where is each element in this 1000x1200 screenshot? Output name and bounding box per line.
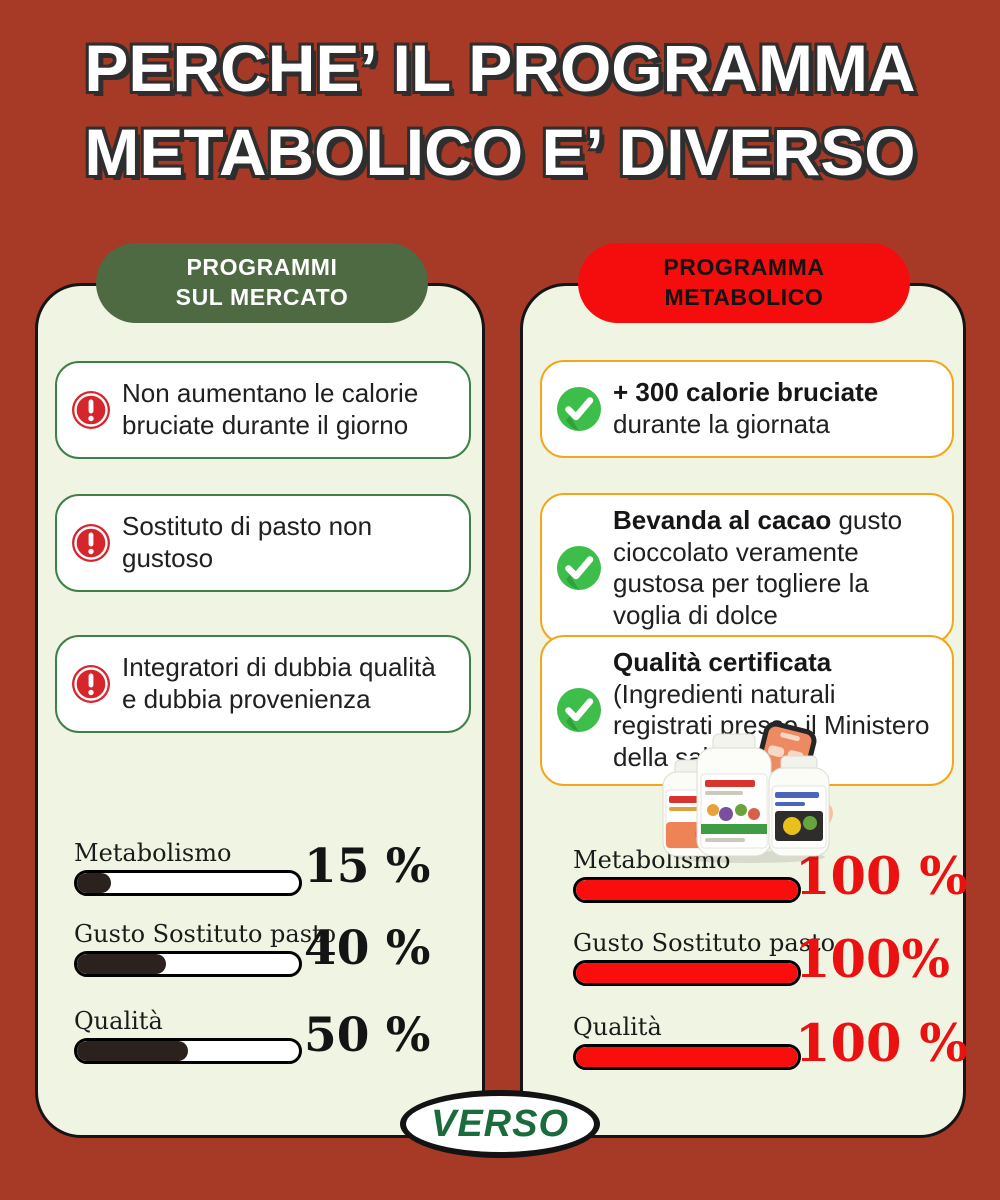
stat-value: 15 %	[304, 839, 431, 894]
supplement-bottle-right	[768, 755, 830, 857]
warning-icon	[71, 664, 111, 704]
stat-bar-fill	[576, 880, 798, 900]
left-header-pill: PROGRAMMI SUL MERCATO	[96, 243, 428, 323]
check-icon	[556, 386, 602, 432]
stat-bar	[573, 877, 801, 903]
page-title-line-1: PERCHE’ IL PROGRAMMA	[84, 31, 916, 105]
check-icon	[556, 687, 602, 733]
stat-bar	[573, 960, 801, 986]
stat-label: Metabolismo	[74, 839, 232, 867]
right-item-text: + 300 calorie bruciate durante la giorna…	[613, 377, 879, 439]
stat-bar-fill	[77, 1041, 188, 1061]
right-item-text: Qualità certificata (Ingredienti naturali…	[613, 647, 930, 773]
stat-label: Qualità	[74, 1007, 163, 1035]
stat-value: 100%	[795, 930, 950, 990]
right-header-line-2: METABOLICO	[664, 284, 824, 310]
left-item-text: Sostituto di pasto non gustoso	[122, 511, 373, 573]
stat-bar-fill	[77, 954, 166, 974]
stat-value: 100 %	[795, 1014, 968, 1074]
right-item-text: Bevanda al cacao gusto cioccolato verame…	[613, 505, 903, 631]
stat-bar-fill	[576, 1047, 798, 1067]
stat-row-metabolismo: Metabolismo	[74, 839, 302, 896]
stat-bar-fill	[77, 873, 111, 893]
stat-bar	[74, 1038, 302, 1064]
left-item-calories: Non aumentano le calorie bruciate durant…	[55, 361, 471, 459]
left-comparison-card: Non aumentano le calorie bruciate durant…	[35, 283, 485, 1138]
right-item-calories: + 300 calorie bruciate durante la giorna…	[540, 360, 954, 458]
right-header-line-1: PROGRAMMA	[663, 254, 825, 281]
left-item-text: Integratori di dubbia qualità e dubbia p…	[122, 652, 436, 714]
left-item-text: Non aumentano le calorie bruciate durant…	[122, 378, 419, 440]
stat-bar	[573, 1044, 801, 1070]
stat-bar-fill	[576, 963, 798, 983]
stat-label: Gusto Sostituto pasto	[573, 929, 836, 957]
right-item-certified: Qualità certificata (Ingredienti naturali…	[540, 635, 954, 786]
stat-label: Gusto Sostituto pasto	[74, 920, 337, 948]
stat-row-gusto: Gusto Sostituto pasto	[74, 920, 336, 977]
left-header-line-2: SUL MERCATO	[175, 284, 349, 310]
page-title-line-2: METABOLICO E’ DIVERSO	[84, 115, 916, 190]
stat-label: Qualità	[573, 1013, 662, 1041]
stat-value: 50 %	[304, 1008, 431, 1063]
stat-bar	[74, 951, 302, 977]
left-item-taste: Sostituto di pasto non gustoso	[55, 494, 471, 592]
warning-icon	[71, 390, 111, 430]
verso-badge: VERSO	[400, 1090, 600, 1158]
stat-row-qualita: Qualità	[74, 1007, 302, 1064]
stat-bar	[74, 870, 302, 896]
check-icon	[556, 545, 602, 591]
stat-value: 100 %	[795, 847, 968, 907]
supplement-bottles-and-phone-photo	[662, 722, 834, 863]
warning-icon	[71, 523, 111, 563]
supplement-bottle-middle	[696, 733, 772, 857]
right-header-pill: PROGRAMMA METABOLICO	[578, 243, 910, 323]
page-title: PERCHE’ IL PROGRAMMA METABOLICO E’ DIVER…	[0, 26, 1000, 195]
verso-label: VERSO	[430, 1102, 570, 1145]
right-item-drink: Bevanda al cacao gusto cioccolato verame…	[540, 493, 954, 644]
stat-row-metabolismo: Metabolismo	[573, 846, 801, 903]
right-comparison-card: + 300 calorie bruciate durante la giorna…	[520, 283, 968, 1138]
stat-value: 40 %	[304, 921, 431, 976]
stat-row-qualita: Qualità	[573, 1013, 801, 1070]
left-item-quality: Integratori di dubbia qualità e dubbia p…	[55, 635, 471, 733]
left-header-line-1: PROGRAMMI	[186, 254, 338, 281]
stat-row-gusto: Gusto Sostituto pasto	[573, 929, 835, 986]
